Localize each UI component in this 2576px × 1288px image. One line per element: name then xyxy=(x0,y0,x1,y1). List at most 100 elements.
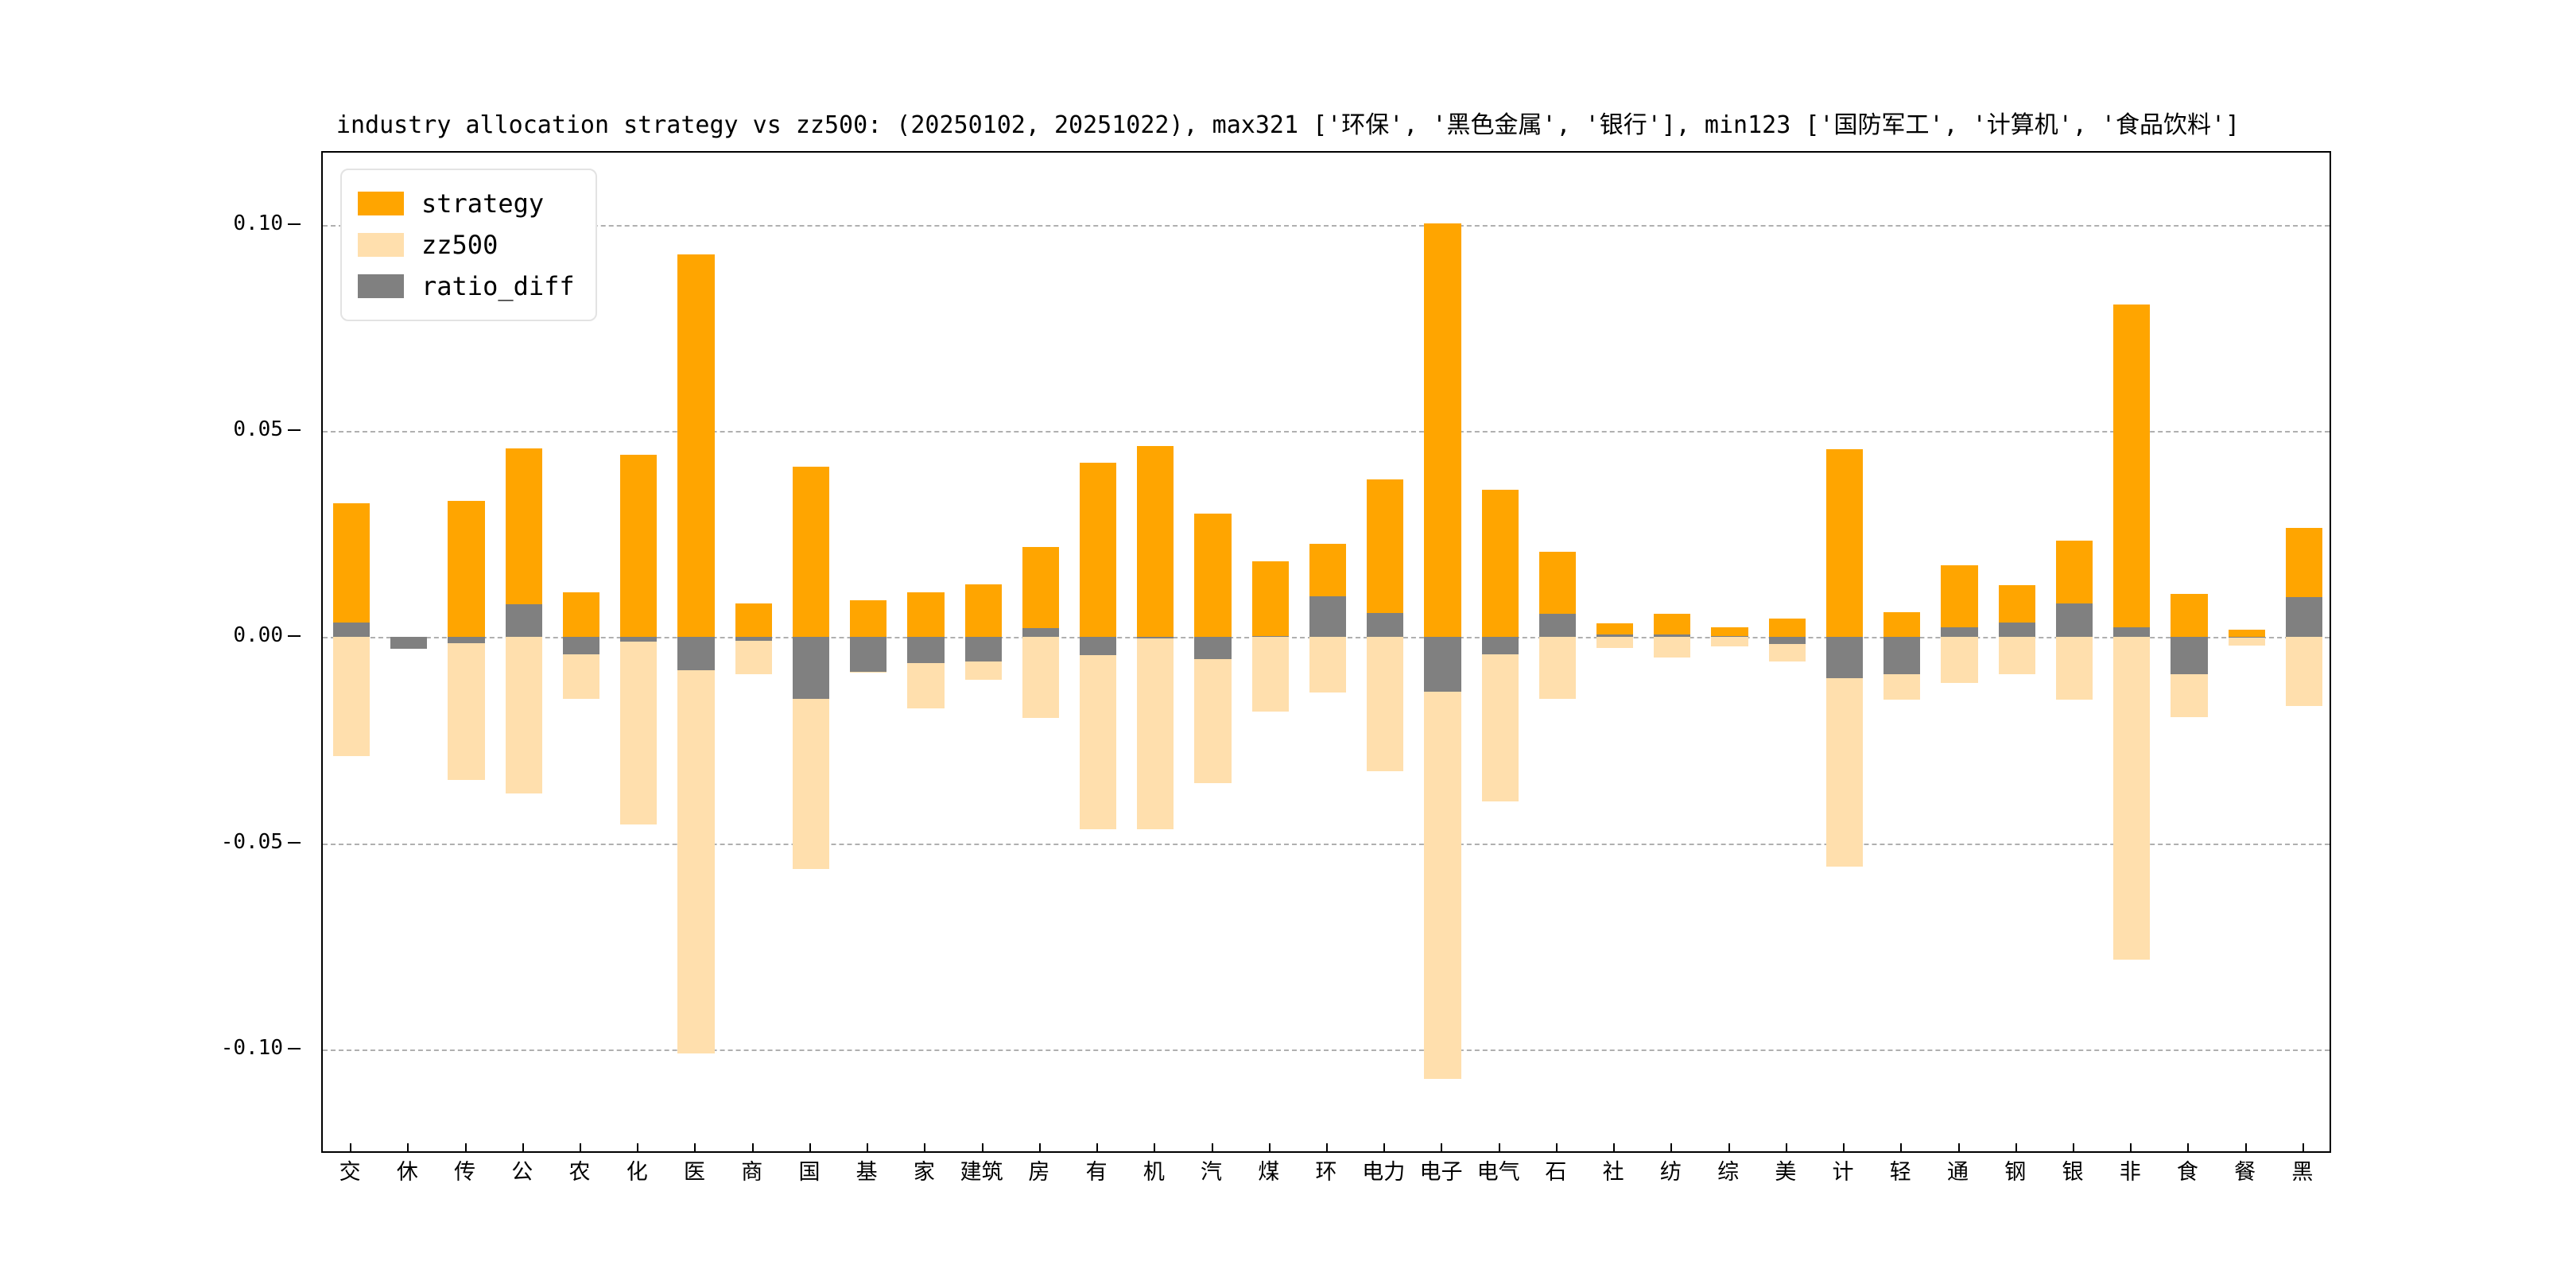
bar-strategy[interactable] xyxy=(1768,619,1806,638)
bar-zz500[interactable] xyxy=(620,637,658,825)
bar-zz500[interactable] xyxy=(1251,637,1289,712)
bar-zz500[interactable] xyxy=(2113,637,2151,960)
legend-item-ratio_diff[interactable]: ratio_diff xyxy=(358,266,575,307)
bar-group[interactable] xyxy=(323,153,380,1151)
bar-ratio-diff[interactable] xyxy=(1079,637,1117,655)
bar-ratio-diff[interactable] xyxy=(850,637,887,672)
bar-ratio-diff[interactable] xyxy=(792,637,830,699)
bar-group[interactable] xyxy=(840,153,897,1151)
bar-strategy[interactable] xyxy=(1079,462,1117,638)
bar-zz500[interactable] xyxy=(1596,637,1634,649)
bar-strategy[interactable] xyxy=(1251,561,1289,638)
bar-strategy[interactable] xyxy=(735,603,772,638)
bar-ratio-diff[interactable] xyxy=(1596,634,1634,638)
bar-strategy[interactable] xyxy=(333,503,370,638)
bar-ratio-diff[interactable] xyxy=(1137,637,1174,639)
bar-zz500[interactable] xyxy=(1194,637,1232,783)
bar-strategy[interactable] xyxy=(1825,448,1864,638)
bar-group[interactable] xyxy=(553,153,610,1151)
bar-ratio-diff[interactable] xyxy=(620,637,658,642)
bar-group[interactable] xyxy=(1701,153,1758,1151)
bar-group[interactable] xyxy=(1529,153,1586,1151)
bar-ratio-diff[interactable] xyxy=(1251,635,1289,638)
bar-group[interactable] xyxy=(2275,153,2333,1151)
bar-group[interactable] xyxy=(437,153,495,1151)
bar-ratio-diff[interactable] xyxy=(735,637,772,641)
bar-zz500[interactable] xyxy=(1941,637,1978,684)
bar-group[interactable] xyxy=(2218,153,2275,1151)
bar-strategy[interactable] xyxy=(1137,446,1174,638)
bar-ratio-diff[interactable] xyxy=(1194,637,1232,660)
bar-strategy[interactable] xyxy=(1884,612,1921,638)
bar-group[interactable] xyxy=(610,153,667,1151)
bar-group[interactable] xyxy=(2103,153,2160,1151)
bar-strategy[interactable] xyxy=(448,500,485,638)
bar-group[interactable] xyxy=(1184,153,1241,1151)
bar-group[interactable] xyxy=(1930,153,1988,1151)
bar-group[interactable] xyxy=(1356,153,1414,1151)
bar-ratio-diff[interactable] xyxy=(1711,636,1748,638)
bar-group[interactable] xyxy=(380,153,437,1151)
bar-zz500[interactable] xyxy=(448,637,485,780)
bar-strategy[interactable] xyxy=(2113,305,2151,638)
bar-ratio-diff[interactable] xyxy=(1768,637,1806,644)
bar-strategy[interactable] xyxy=(2171,594,2208,638)
bar-ratio-diff[interactable] xyxy=(1424,637,1461,692)
bar-strategy[interactable] xyxy=(1711,627,1748,638)
bar-group[interactable] xyxy=(2160,153,2217,1151)
bar-group[interactable] xyxy=(1873,153,1930,1151)
bar-strategy[interactable] xyxy=(1367,479,1404,638)
bar-group[interactable] xyxy=(1759,153,1816,1151)
bar-ratio-diff[interactable] xyxy=(964,637,1002,661)
bar-group[interactable] xyxy=(1988,153,2046,1151)
bar-zz500[interactable] xyxy=(1481,637,1519,801)
bar-ratio-diff[interactable] xyxy=(505,604,542,638)
bar-zz500[interactable] xyxy=(1998,637,2035,674)
bar-strategy[interactable] xyxy=(1481,490,1519,638)
bar-strategy[interactable] xyxy=(850,600,887,638)
bar-strategy[interactable] xyxy=(1424,223,1461,638)
bar-group[interactable] xyxy=(667,153,724,1151)
bar-zz500[interactable] xyxy=(2285,637,2322,707)
bar-ratio-diff[interactable] xyxy=(1825,637,1864,679)
bar-ratio-diff[interactable] xyxy=(907,637,945,664)
bar-ratio-diff[interactable] xyxy=(562,637,600,655)
bar-strategy[interactable] xyxy=(1941,564,1978,638)
bar-zz500[interactable] xyxy=(735,637,772,674)
bar-group[interactable] xyxy=(1414,153,1471,1151)
bar-ratio-diff[interactable] xyxy=(2171,637,2208,674)
bar-group[interactable] xyxy=(1012,153,1069,1151)
bar-group[interactable] xyxy=(1069,153,1127,1151)
bar-zz500[interactable] xyxy=(1367,637,1404,771)
bar-zz500[interactable] xyxy=(505,637,542,793)
bar-zz500[interactable] xyxy=(2055,637,2093,700)
bar-ratio-diff[interactable] xyxy=(1884,637,1921,675)
bar-strategy[interactable] xyxy=(1654,614,1691,638)
bar-ratio-diff[interactable] xyxy=(1538,613,1577,638)
bar-strategy[interactable] xyxy=(1022,547,1059,638)
bar-zz500[interactable] xyxy=(1424,637,1461,1080)
bar-group[interactable] xyxy=(1586,153,1643,1151)
bar-ratio-diff[interactable] xyxy=(1654,634,1691,638)
bar-ratio-diff[interactable] xyxy=(1481,637,1519,654)
bar-zz500[interactable] xyxy=(1079,637,1117,829)
bar-ratio-diff[interactable] xyxy=(2285,596,2322,638)
bar-zz500[interactable] xyxy=(1137,637,1174,830)
bar-zz500[interactable] xyxy=(1309,637,1347,693)
bar-zz500[interactable] xyxy=(2228,637,2265,646)
bar-zz500[interactable] xyxy=(1022,637,1059,719)
bar-ratio-diff[interactable] xyxy=(1941,627,1978,638)
legend-item-zz500[interactable]: zz500 xyxy=(358,224,575,266)
bar-zz500[interactable] xyxy=(333,637,370,756)
bar-ratio-diff[interactable] xyxy=(1367,613,1404,638)
bar-zz500[interactable] xyxy=(1538,637,1577,700)
bar-group[interactable] xyxy=(1242,153,1299,1151)
bar-group[interactable] xyxy=(495,153,553,1151)
bar-strategy[interactable] xyxy=(2228,629,2265,638)
bar-ratio-diff[interactable] xyxy=(448,637,485,644)
bar-strategy[interactable] xyxy=(562,592,600,638)
bar-group[interactable] xyxy=(1127,153,1184,1151)
bar-strategy[interactable] xyxy=(677,254,715,638)
bar-group[interactable] xyxy=(1643,153,1701,1151)
bar-strategy[interactable] xyxy=(620,454,658,638)
